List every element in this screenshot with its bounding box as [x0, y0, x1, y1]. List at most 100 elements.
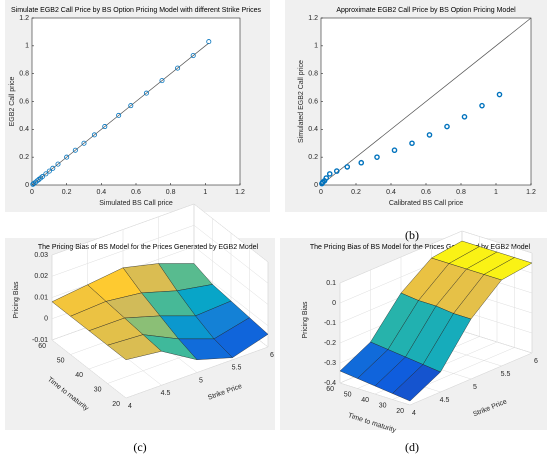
- x-tick-label: 0.6: [421, 189, 431, 196]
- x-tick-label: 5: [199, 377, 203, 384]
- caption: (b): [405, 228, 419, 242]
- x-tick-label: 0.2: [351, 189, 361, 196]
- point: [333, 168, 340, 174]
- y-tick-label: 0: [314, 182, 318, 189]
- point: [43, 171, 49, 177]
- x-tick-label: 5.5: [232, 365, 242, 372]
- x-tick-label: 5.5: [501, 371, 511, 378]
- point: [344, 164, 351, 170]
- x-axis-label: Calibrated BS Call price: [389, 200, 463, 207]
- y-tick-label: 1: [314, 43, 318, 50]
- x-tick-label: 6: [270, 352, 274, 359]
- grid-line: [392, 247, 515, 400]
- point: [409, 140, 415, 147]
- point: [91, 132, 97, 138]
- point: [159, 78, 165, 84]
- surface-cell: [107, 334, 162, 360]
- surface-cell: [392, 364, 441, 402]
- point: [72, 147, 78, 153]
- y-tick-label: 60: [326, 386, 334, 393]
- grid-line: [125, 262, 269, 399]
- point: [116, 112, 122, 118]
- y-tick-label: 0.2: [19, 154, 29, 161]
- y-tick-label: 0.6: [19, 98, 29, 105]
- y-tick-label: 1.2: [308, 15, 318, 22]
- y-tick-label: 0.6: [308, 98, 318, 105]
- x-axis-label: Simulated BS Call price: [99, 200, 173, 207]
- x-tick-label: 6: [534, 358, 538, 365]
- point: [64, 154, 70, 160]
- z-tick-label: 0.03: [34, 252, 48, 259]
- chart-title: Simulate EGB2 Call Price by BS Option Pr…: [11, 7, 262, 14]
- y-tick-label: 0.4: [308, 126, 318, 133]
- point: [323, 175, 330, 181]
- point: [50, 165, 56, 171]
- y-tick-label: 1.2: [19, 15, 29, 22]
- reference-line: [320, 17, 532, 186]
- z-tick-label: 0.02: [34, 273, 48, 280]
- point: [326, 171, 333, 177]
- x-tick-label: 0.4: [386, 189, 396, 196]
- x-tick-label: 4.5: [161, 390, 171, 397]
- y-tick-label: 0: [25, 182, 29, 189]
- point: [358, 159, 365, 166]
- y-tick-label: 0.2: [308, 154, 318, 161]
- x-tick-label: 0: [319, 189, 323, 196]
- y-tick-label: 50: [57, 357, 65, 364]
- z-axis-label: Pricing Bias: [302, 301, 309, 338]
- z-tick-label: -0.2: [324, 340, 336, 347]
- x-tick-label: 4: [412, 410, 416, 417]
- x-tick-label: 0.8: [166, 189, 176, 196]
- point: [39, 174, 45, 180]
- z-tick-label: 0.01: [34, 294, 48, 301]
- y-tick-label: 40: [75, 372, 83, 379]
- z-tick-label: 0: [44, 316, 48, 323]
- point: [426, 132, 433, 138]
- z-tick-label: -0.3: [324, 360, 336, 367]
- x-tick-label: 0.2: [62, 189, 72, 196]
- z-tick-label: 0: [332, 300, 336, 307]
- point: [496, 91, 503, 98]
- point: [175, 65, 181, 71]
- x-tick-label: 0.8: [456, 189, 466, 196]
- chart-title: The Pricing Bias of BS Model for the Pri…: [38, 244, 259, 251]
- point: [190, 53, 196, 59]
- x-tick-label: 4.5: [440, 397, 450, 404]
- y-axis-label: Simulated EGB2 Call price: [298, 60, 305, 143]
- z-tick-label: 0.1: [326, 280, 336, 287]
- x-tick-label: 5: [473, 384, 477, 391]
- y-tick-label: 40: [361, 397, 369, 404]
- point: [55, 161, 61, 167]
- y-tick-label: 20: [396, 408, 404, 415]
- z-tick-label: -0.1: [324, 320, 336, 327]
- x-tick-label: 1: [203, 189, 207, 196]
- y-tick-label: 0.8: [19, 71, 29, 78]
- y-tick-label: 1: [25, 43, 29, 50]
- z-tick-label: -0.4: [324, 380, 336, 387]
- point: [461, 114, 468, 120]
- y-tick-label: 30: [94, 386, 102, 393]
- chart-title: The Pricing Bias of BS Model for the Pri…: [310, 244, 531, 251]
- point: [391, 147, 398, 154]
- point: [206, 39, 212, 45]
- x-tick-label: 0.6: [131, 189, 141, 196]
- point: [46, 168, 52, 174]
- point: [81, 140, 87, 146]
- point: [143, 90, 149, 96]
- y-tick-label: 0.8: [308, 71, 318, 78]
- chart-title: Approximate EGB2 Call Price by BS Option…: [336, 7, 516, 14]
- point: [374, 154, 380, 160]
- grid-line: [409, 253, 533, 406]
- caption: (c): [133, 440, 146, 454]
- x-tick-label: 1.2: [235, 189, 245, 196]
- x-tick-label: 0.4: [96, 189, 106, 196]
- x-tick-label: 1.2: [526, 189, 536, 196]
- y-axis-label: EGB2 Call price: [9, 76, 16, 126]
- z-axis-label: Pricing Bias: [13, 281, 20, 318]
- y-tick-label: 30: [379, 402, 387, 409]
- point: [444, 123, 450, 130]
- x-tick-label: 4: [128, 403, 132, 410]
- y-tick-label: 0.4: [19, 126, 29, 133]
- caption: (d): [405, 440, 419, 454]
